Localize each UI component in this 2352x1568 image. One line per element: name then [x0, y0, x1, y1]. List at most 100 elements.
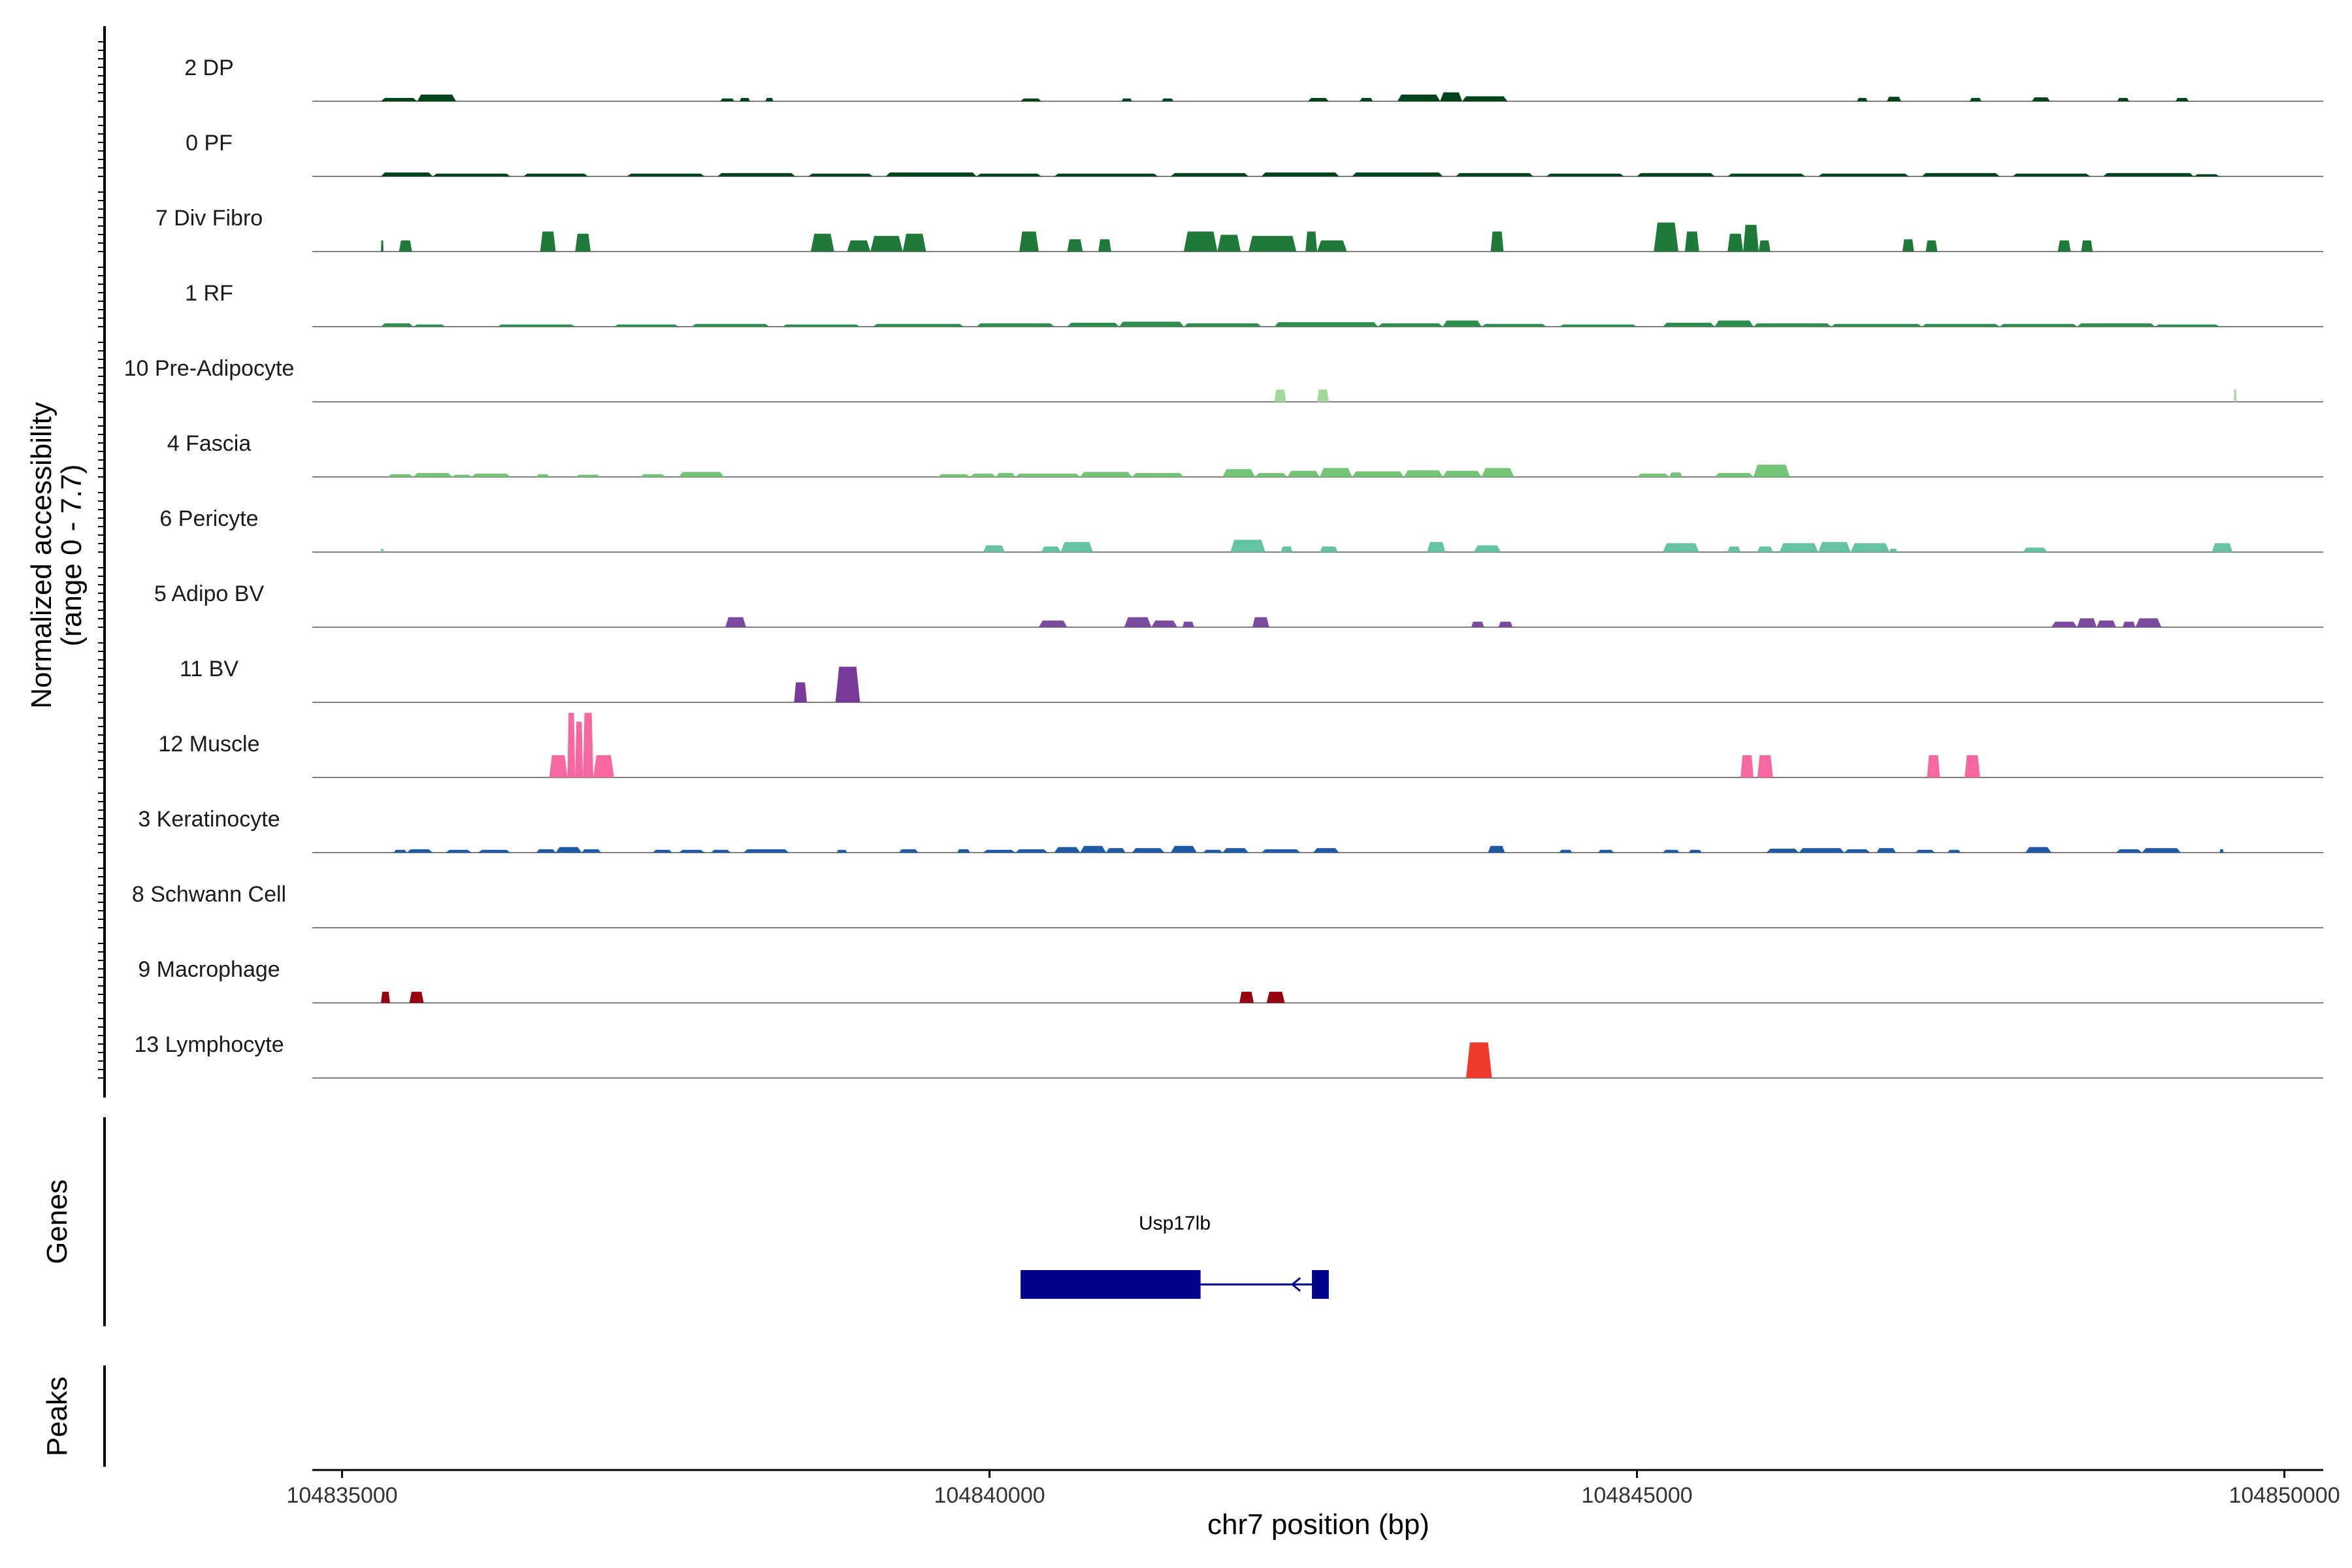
gene-model: Usp17lb	[1021, 1213, 1329, 1299]
coverage-peak	[1171, 172, 1249, 176]
coverage-peak	[1352, 172, 1443, 176]
coverage-peak	[1041, 546, 1061, 552]
coverage-peak	[1067, 239, 1083, 252]
coverage-peak	[1471, 621, 1484, 627]
coverage-peak	[1248, 236, 1297, 252]
coverage-peak	[847, 240, 871, 252]
coverage-peak	[1488, 845, 1505, 853]
coverage-peak	[381, 172, 433, 176]
track-14: 13 Lymphocyte	[134, 1032, 2323, 1079]
coverage-peak	[2051, 621, 2078, 627]
track-label: 10 Pre-Adipocyte	[124, 356, 295, 381]
coverage-peak	[870, 236, 903, 252]
coverage-peak	[1818, 542, 1851, 552]
track-label: 0 PF	[186, 131, 233, 155]
coverage-peak	[1443, 320, 1482, 327]
coverage-peak	[1254, 473, 1288, 477]
coverage-peak	[2077, 618, 2097, 627]
coverage-peak	[1443, 470, 1482, 477]
coverage-peak	[983, 545, 1005, 552]
coverage-peak	[417, 94, 456, 101]
coverage-peak	[2012, 173, 2091, 176]
coverage-peak	[555, 847, 582, 853]
coverage-peak	[1252, 617, 1269, 627]
coverage-peak	[2142, 848, 2181, 853]
coverage-peak	[640, 474, 666, 477]
x-axis-title: chr7 position (bp)	[1207, 1509, 1429, 1541]
coverage-peak	[1151, 620, 1177, 627]
track-12: 8 Schwann Cell	[132, 882, 2323, 928]
coverage-peak	[957, 849, 970, 853]
x-ticks: 104835000 104840000 104845000 104850000	[286, 1470, 2340, 1508]
coverage-peak	[886, 172, 977, 176]
coverage-peak	[717, 172, 796, 176]
coverage-peak	[1714, 473, 1754, 477]
coverage-peak	[497, 324, 576, 327]
coverage-peak	[1887, 97, 1901, 101]
coverage-peak	[1799, 848, 1844, 853]
y-axis-title: Normalized accessibility	[25, 402, 57, 708]
coverage-peak	[725, 617, 746, 627]
coverage-peak	[1015, 849, 1048, 853]
coverage-peak	[1481, 468, 1514, 477]
coverage-peak	[2176, 97, 2189, 101]
track-2: 0 PF	[186, 131, 2323, 177]
coverage-peak	[575, 233, 591, 252]
coverage-peak	[1757, 755, 1773, 777]
coverage-peak	[1239, 991, 1254, 1003]
coverage-peak	[1319, 546, 1338, 552]
coverage-peak	[1222, 469, 1255, 477]
coverage-peak	[1183, 231, 1218, 252]
coverage-peak	[549, 755, 568, 777]
track-label: 7 Div Fibro	[155, 206, 263, 231]
track-label: 8 Schwann Cell	[132, 882, 286, 907]
coverage-peak	[740, 97, 750, 101]
coverage-peak	[1171, 845, 1197, 853]
coverage-peak	[1060, 542, 1094, 552]
coverage-peak	[452, 474, 472, 477]
coverage-peak	[938, 474, 970, 477]
coverage-peak	[2025, 847, 2051, 853]
coverage-peak	[1844, 849, 1870, 853]
x-tick-label: 104845000	[1581, 1483, 1692, 1508]
coverage-peak	[1098, 239, 1111, 252]
coverage-peak	[976, 173, 1041, 176]
coverage-peak	[1462, 96, 1508, 101]
coverage-peak	[1038, 620, 1068, 627]
coverage-peak	[976, 323, 1054, 327]
gene-models: Usp17lb	[1021, 1213, 1329, 1299]
coverage-peak	[1902, 239, 1914, 252]
accessibility-axis	[98, 26, 106, 1098]
coverage-peak	[1313, 848, 1339, 853]
coverage-peak	[1857, 97, 1868, 101]
coverage-peak	[2103, 172, 2194, 176]
coverage-peak	[811, 233, 834, 252]
coverage-peak	[613, 324, 679, 327]
coverage-peak	[1925, 240, 1938, 252]
coverage-peak	[2097, 620, 2116, 627]
coverage-peak	[1456, 172, 1533, 176]
coverage-peak	[1831, 323, 1922, 327]
coverage-peak	[970, 473, 996, 477]
coverage-peak	[691, 323, 770, 327]
coverage-peak	[1397, 94, 1441, 101]
coverage-peak	[1203, 849, 1223, 853]
coverage-peak	[2122, 621, 2136, 627]
track-5: 10 Pre-Adipocyte	[124, 356, 2323, 402]
track-8: 5 Adipo BV	[154, 581, 2323, 628]
coverage-peak	[536, 474, 549, 477]
coverage-peak	[983, 849, 1016, 853]
coverage-peak	[1183, 323, 1262, 327]
track-label: 2 DP	[184, 56, 234, 80]
track-9: 11 BV	[180, 657, 2323, 703]
coverage-peak	[1921, 323, 2000, 327]
coverage-peak	[446, 849, 472, 853]
coverage-peak	[1915, 849, 1935, 853]
coverage-peak	[1119, 321, 1184, 327]
coverage-peak	[720, 98, 735, 101]
coverage-peak	[1305, 231, 1318, 252]
coverage-peak	[653, 849, 672, 853]
coverage-peak	[1663, 543, 1699, 552]
coverage-peak	[711, 849, 731, 853]
coverage-peak	[1637, 473, 1670, 477]
